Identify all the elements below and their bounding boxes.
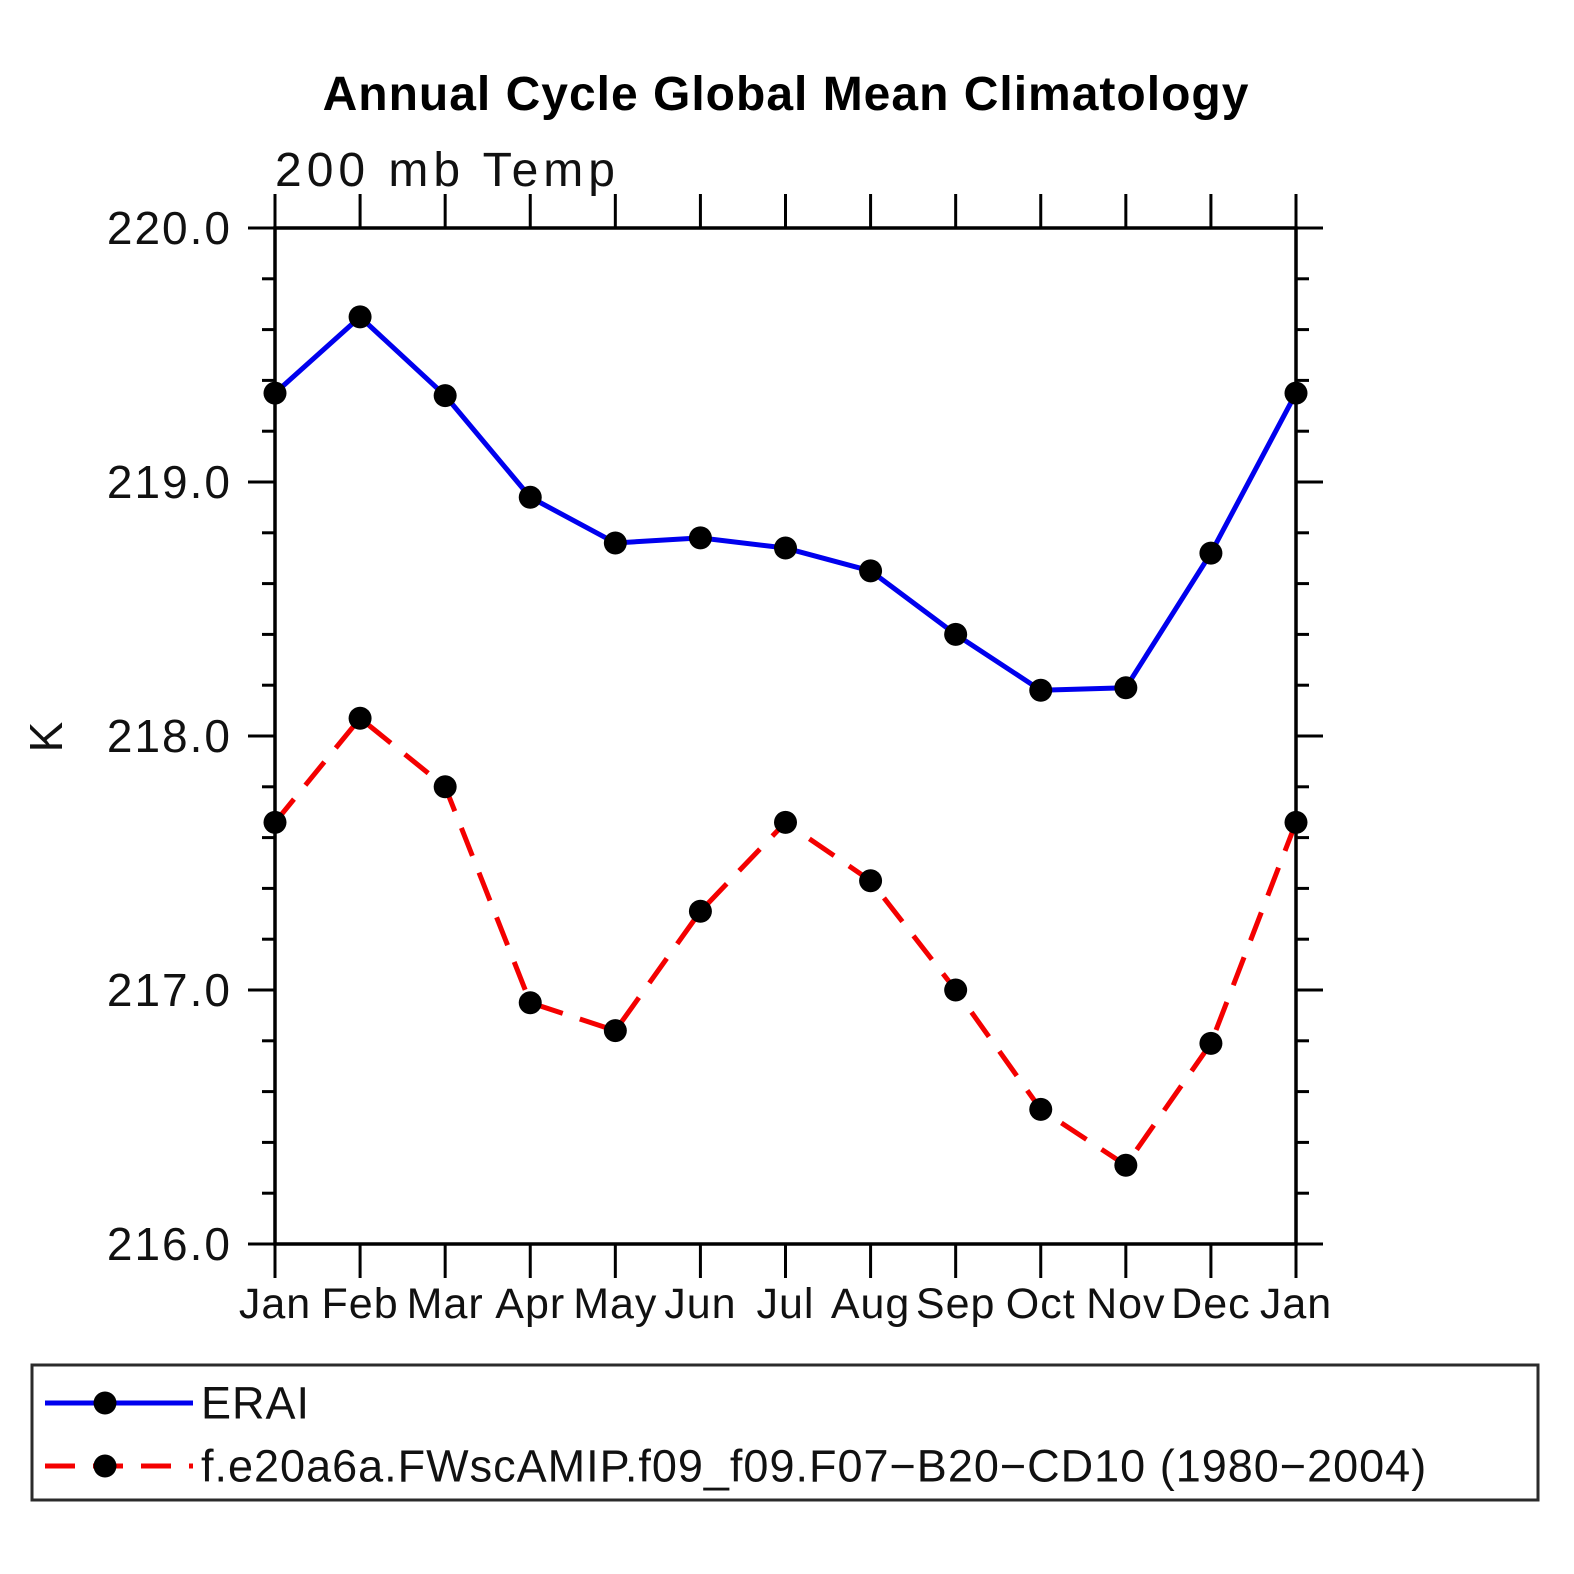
x-tick-label: Dec	[1171, 1280, 1250, 1328]
x-tick-label: Feb	[322, 1280, 399, 1328]
data-point	[603, 1019, 627, 1043]
data-point	[1114, 676, 1138, 700]
x-tick-label: Apr	[495, 1280, 565, 1328]
data-point	[1284, 381, 1308, 405]
data-point	[1114, 1153, 1138, 1177]
plot-area: Jan Feb Mar Apr May Jun Jul Aug Sep Oct Nov Dec Jan2…	[107, 194, 1332, 1328]
data-point	[433, 384, 457, 408]
data-point	[944, 622, 968, 646]
legend-marker-model	[93, 1454, 117, 1478]
data-point	[603, 531, 627, 555]
y-tick-label: 220.0	[107, 202, 232, 254]
series-line-erai	[273, 314, 1299, 693]
data-point	[348, 706, 372, 730]
x-tick-label: Nov	[1086, 1280, 1165, 1328]
data-point	[688, 526, 712, 550]
data-point	[1284, 810, 1308, 834]
y-tick-label: 218.0	[107, 710, 232, 762]
data-point	[433, 775, 457, 799]
x-tick-label: Jan	[1260, 1280, 1332, 1328]
data-point	[774, 536, 797, 560]
y-tick-label: 216.0	[107, 1218, 232, 1270]
data-point	[1199, 1031, 1223, 1055]
x-tick-label: Jul	[757, 1280, 815, 1328]
y-axis-label: K	[20, 720, 72, 753]
x-tick-label: Aug	[831, 1280, 911, 1328]
y-tick-label: 219.0	[107, 456, 232, 508]
x-tick-label: Mar	[407, 1280, 484, 1328]
data-point	[1199, 541, 1223, 565]
data-point	[1029, 678, 1053, 702]
x-tick-label: Jun	[664, 1280, 736, 1328]
chart-subtitle: 200 mb Temp	[275, 144, 620, 197]
legend-label-model: f.e20a6a.FWscAMIP.f09_f09.F07−B20−CD10 (…	[201, 1441, 1427, 1492]
data-point	[944, 978, 968, 1002]
data-point	[859, 869, 883, 893]
x-tick-label: Sep	[916, 1280, 996, 1328]
data-point	[263, 810, 287, 834]
data-point	[518, 485, 542, 509]
series-line-model	[273, 715, 1299, 1168]
legend-label-erai: ERAI	[201, 1378, 310, 1429]
legend-marker-erai	[93, 1391, 117, 1415]
x-tick-label: Jan	[239, 1280, 311, 1328]
data-point	[348, 305, 372, 329]
data-point	[688, 899, 712, 923]
chart-title: Annual Cycle Global Mean Climatology	[323, 68, 1250, 121]
data-point	[774, 810, 797, 834]
x-tick-label: Oct	[1006, 1280, 1076, 1328]
data-point	[859, 559, 883, 583]
y-tick-label: 217.0	[107, 964, 232, 1016]
data-point	[518, 991, 542, 1015]
legend-box	[30, 1363, 1540, 1502]
legend: ERAI f.e20a6a.FWscAMIP.f09_f09.F07−B20−C…	[30, 1363, 1540, 1502]
data-point	[263, 381, 287, 405]
data-point	[1029, 1097, 1053, 1121]
x-tick-label: May	[573, 1280, 657, 1328]
